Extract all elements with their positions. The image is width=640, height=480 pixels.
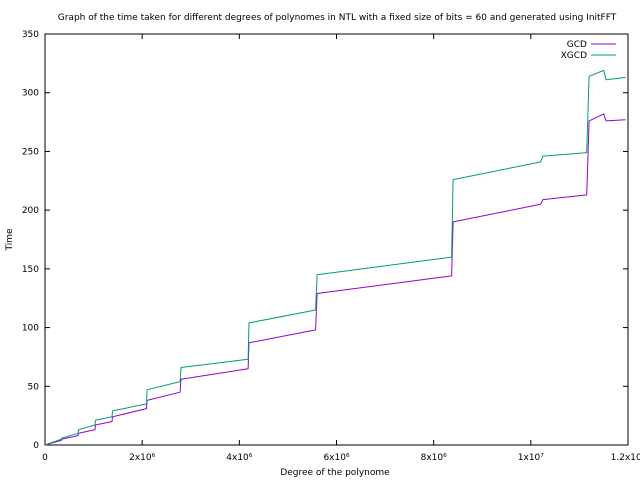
tick-marks (44, 33, 629, 446)
y-tick-label: 150 (22, 265, 39, 275)
x-tick-label: 2x10⁶ (129, 453, 156, 463)
y-tick-label: 350 (22, 30, 39, 40)
x-tick-label: 8x10⁶ (421, 453, 448, 463)
x-axis-label: Degree of the polynome (280, 468, 390, 478)
y-tick-label: 250 (22, 147, 39, 157)
x-tick-label: 1.2x10⁷ (611, 453, 640, 463)
legend-label-xgcd: XGCD (561, 51, 587, 61)
x-tick-label: 6x10⁶ (323, 453, 350, 463)
y-axis-label: Time (5, 228, 15, 251)
series-lines (44, 69, 626, 446)
y-tick-label: 200 (22, 206, 39, 216)
x-tick-label: 1x10⁷ (518, 453, 545, 463)
y-tick-label: 50 (28, 382, 40, 392)
x-tick-label: 4x10⁶ (226, 453, 253, 463)
y-tick-label: 300 (22, 89, 39, 99)
y-tick-label: 0 (33, 441, 39, 451)
y-tick-label: 100 (22, 324, 39, 334)
tick-labels: 0 50 100 150 200 250 300 350 0 2x10⁶ 4x10⁶ 6x10⁶ 8x1… (22, 30, 640, 463)
series-line-gcd (44, 113, 626, 446)
legend-label-gcd: GCD (567, 40, 587, 50)
chart-title: Graph of the time taken for different de… (58, 13, 617, 23)
series-line-xgcd (44, 69, 626, 446)
x-tick-label: 0 (42, 453, 48, 463)
